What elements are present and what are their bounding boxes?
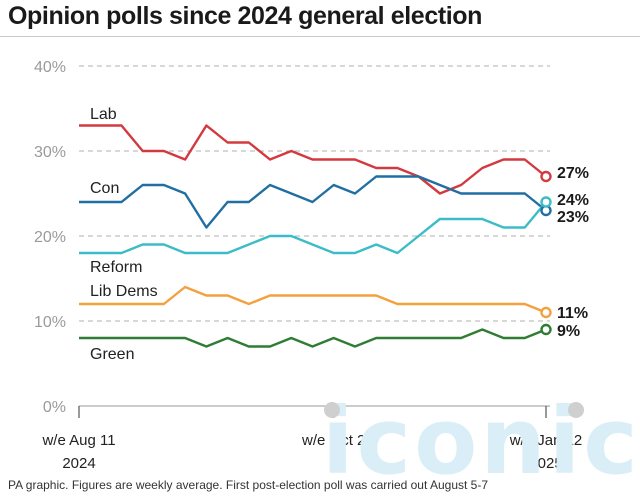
x-tick-label: 2024 xyxy=(62,455,95,472)
y-tick-label: 10% xyxy=(34,314,66,331)
end-marker xyxy=(540,323,552,336)
chart-title: Opinion polls since 2024 general electio… xyxy=(8,2,483,30)
watermark-text: iconic xyxy=(322,388,640,495)
series-line-green xyxy=(79,328,547,348)
series-lines xyxy=(79,124,547,348)
y-tick-label: 40% xyxy=(34,59,66,76)
watermark-dot xyxy=(568,402,584,418)
footer-note: PA graphic. Figures are weekly average. … xyxy=(8,478,489,492)
title-divider xyxy=(0,36,640,37)
series-line-lab xyxy=(79,124,547,195)
y-tick-label: 30% xyxy=(34,144,66,161)
series-line-con xyxy=(79,175,547,229)
x-tick-label: w/e Jan 12 xyxy=(509,432,583,449)
end-value-label: 23% xyxy=(557,209,589,226)
series-line-lib-dems xyxy=(79,285,547,314)
y-tick-label: 0% xyxy=(43,399,66,416)
end-value-label: 24% xyxy=(557,192,589,209)
x-tick-label: 2025 xyxy=(529,455,562,472)
end-value-label: 11% xyxy=(557,305,588,322)
end-markers xyxy=(540,170,552,336)
x-tick-label: w/e Oct 2 xyxy=(301,432,365,449)
x-tick-label: w/e Aug 11 xyxy=(41,432,115,449)
end-value-label: 27% xyxy=(557,165,589,182)
series-labels: Lab Con Reform Lib Dems Green 27% 23%24% 11%9% xyxy=(90,106,589,363)
series-line-reform xyxy=(79,201,547,255)
end-value-label: 9% xyxy=(557,323,580,340)
series-name-label: Green xyxy=(90,346,134,363)
y-axis-labels: 0% 10% 20% 30% 40% xyxy=(34,59,66,416)
y-tick-label: 20% xyxy=(34,229,66,246)
end-marker xyxy=(540,196,552,208)
x-axis: w/e Aug 11 2024 w/e Oct 2 w/e Jan 12 2025 xyxy=(41,405,583,472)
grid-lines xyxy=(79,65,550,322)
series-name-label: Reform xyxy=(90,259,142,276)
series-name-label: Con xyxy=(90,180,119,197)
series-name-label: Lab xyxy=(90,106,117,123)
series-name-label: Lib Dems xyxy=(90,283,158,300)
end-marker xyxy=(540,306,552,319)
end-marker xyxy=(540,170,552,183)
watermark-dot xyxy=(324,402,340,418)
